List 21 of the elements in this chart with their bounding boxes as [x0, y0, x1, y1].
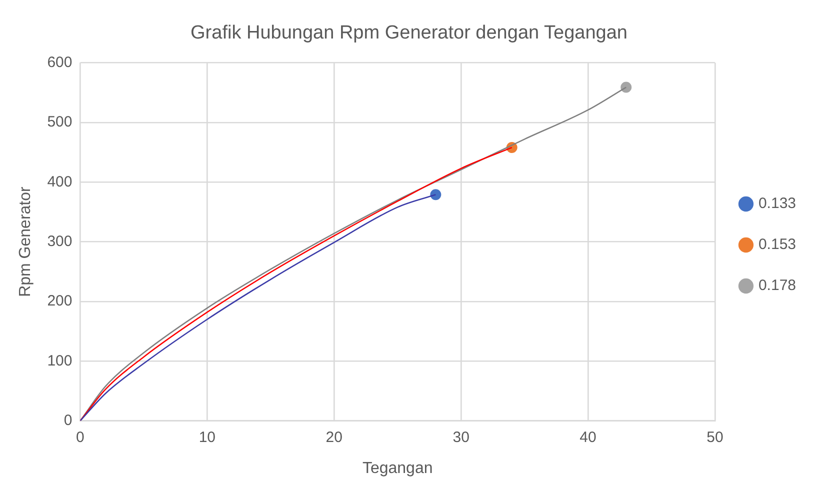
chart-title: Grafik Hubungan Rpm Generator dengan Tegangan: [190, 22, 628, 44]
point: [620, 82, 632, 93]
legend-label: 0.133: [758, 195, 796, 212]
x-tick-label: 20: [326, 428, 342, 446]
x-tick-label: 0: [76, 428, 84, 446]
y-tick-label: 0: [64, 412, 72, 429]
legend-label: 0.153: [758, 236, 796, 254]
x-tick-label: 10: [198, 428, 216, 446]
y-tick-label: 600: [47, 54, 72, 71]
y-tick-label: 300: [47, 232, 72, 250]
x-tick-label: 30: [452, 428, 470, 446]
legend-label: 0.178: [758, 277, 796, 294]
point: [430, 189, 442, 200]
x-axis-title: Tegangan: [362, 460, 433, 477]
y-tick-label: 500: [47, 114, 72, 131]
y-tick-label: 200: [47, 292, 72, 310]
y-tick-label: 400: [47, 173, 72, 190]
y-tick-label: 100: [47, 352, 72, 370]
x-tick-label: 40: [580, 428, 596, 446]
x-tick-label: 50: [706, 428, 724, 446]
y-axis-title: Rpm Generator: [17, 186, 34, 297]
